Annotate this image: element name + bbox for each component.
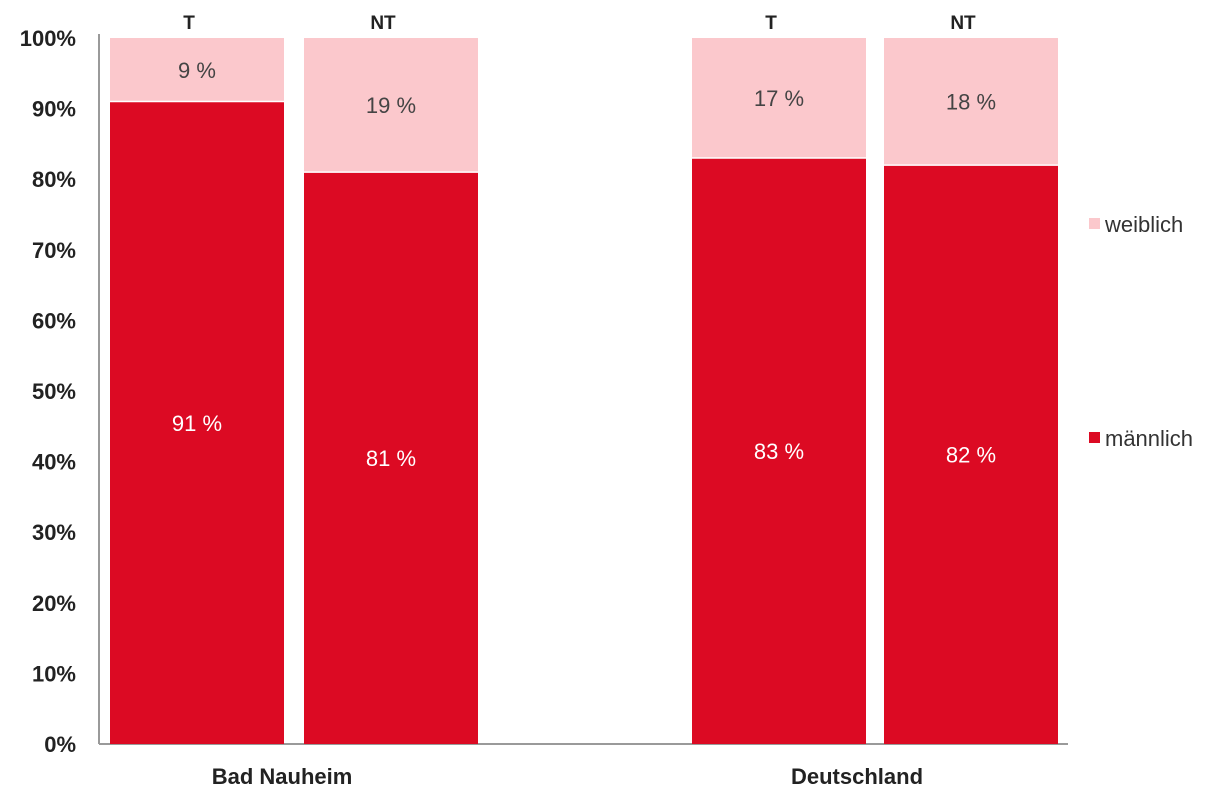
y-tick-label: 80% [32, 167, 76, 192]
bar-deutschland-t: 83 % 17 % [692, 38, 866, 744]
bar-segment-weiblich [304, 38, 478, 173]
data-label-maennlich: 82 % [946, 443, 996, 468]
legend: weiblich männlich [1089, 212, 1193, 451]
bar-top-labels: T NT T NT [183, 13, 976, 34]
y-axis: 0% 10% 20% 30% 40% 50% 60% 70% 80% 90% 100% [20, 26, 1068, 757]
bar-segment-maennlich [110, 101, 284, 745]
data-label-weiblich: 19 % [366, 93, 416, 118]
legend-item-weiblich: weiblich [1089, 212, 1183, 237]
group-label: Deutschland [791, 764, 923, 789]
group-labels: Bad Nauheim Deutschland [212, 764, 923, 789]
legend-swatch [1089, 218, 1100, 229]
bar-segment-maennlich [884, 165, 1058, 744]
y-tick-label: 0% [44, 732, 76, 757]
y-tick-label: 70% [32, 238, 76, 263]
y-tick-label: 90% [32, 97, 76, 122]
bar-segment-maennlich [692, 158, 866, 744]
group-label: Bad Nauheim [212, 764, 353, 789]
y-tick-label: 20% [32, 591, 76, 616]
y-tick-label: 10% [32, 661, 76, 686]
bar-top-label: NT [950, 13, 976, 34]
y-tick-label: 40% [32, 450, 76, 475]
data-label-maennlich: 83 % [754, 439, 804, 464]
bar-segment-weiblich [110, 38, 284, 102]
bar-top-label: T [183, 13, 195, 34]
bar-top-label: NT [370, 13, 396, 34]
bar-bad-nauheim-nt: 81 % 19 % [304, 38, 478, 744]
y-tick-label: 100% [20, 26, 76, 51]
bar-top-label: T [765, 13, 777, 34]
y-tick-label: 50% [32, 379, 76, 404]
bar-segment-weiblich [884, 38, 1058, 166]
y-tick-label: 60% [32, 308, 76, 333]
data-label-weiblich: 17 % [754, 86, 804, 111]
data-label-weiblich: 18 % [946, 90, 996, 115]
bars: 91 % 9 % 81 % 19 % 83 % 17 % 82 % 18 % [110, 38, 1058, 745]
bar-deutschland-nt: 82 % 18 % [884, 38, 1058, 744]
bar-segment-weiblich [692, 38, 866, 159]
y-tick-label: 30% [32, 520, 76, 545]
bar-bad-nauheim-t: 91 % 9 % [110, 38, 284, 745]
legend-label: weiblich [1104, 212, 1183, 237]
bar-segment-maennlich [304, 172, 478, 744]
data-label-maennlich: 81 % [366, 446, 416, 471]
legend-swatch [1089, 432, 1100, 443]
legend-item-maennlich: männlich [1089, 426, 1193, 451]
data-label-weiblich: 9 % [178, 58, 216, 83]
legend-label: männlich [1105, 426, 1193, 451]
data-label-maennlich: 91 % [172, 411, 222, 436]
